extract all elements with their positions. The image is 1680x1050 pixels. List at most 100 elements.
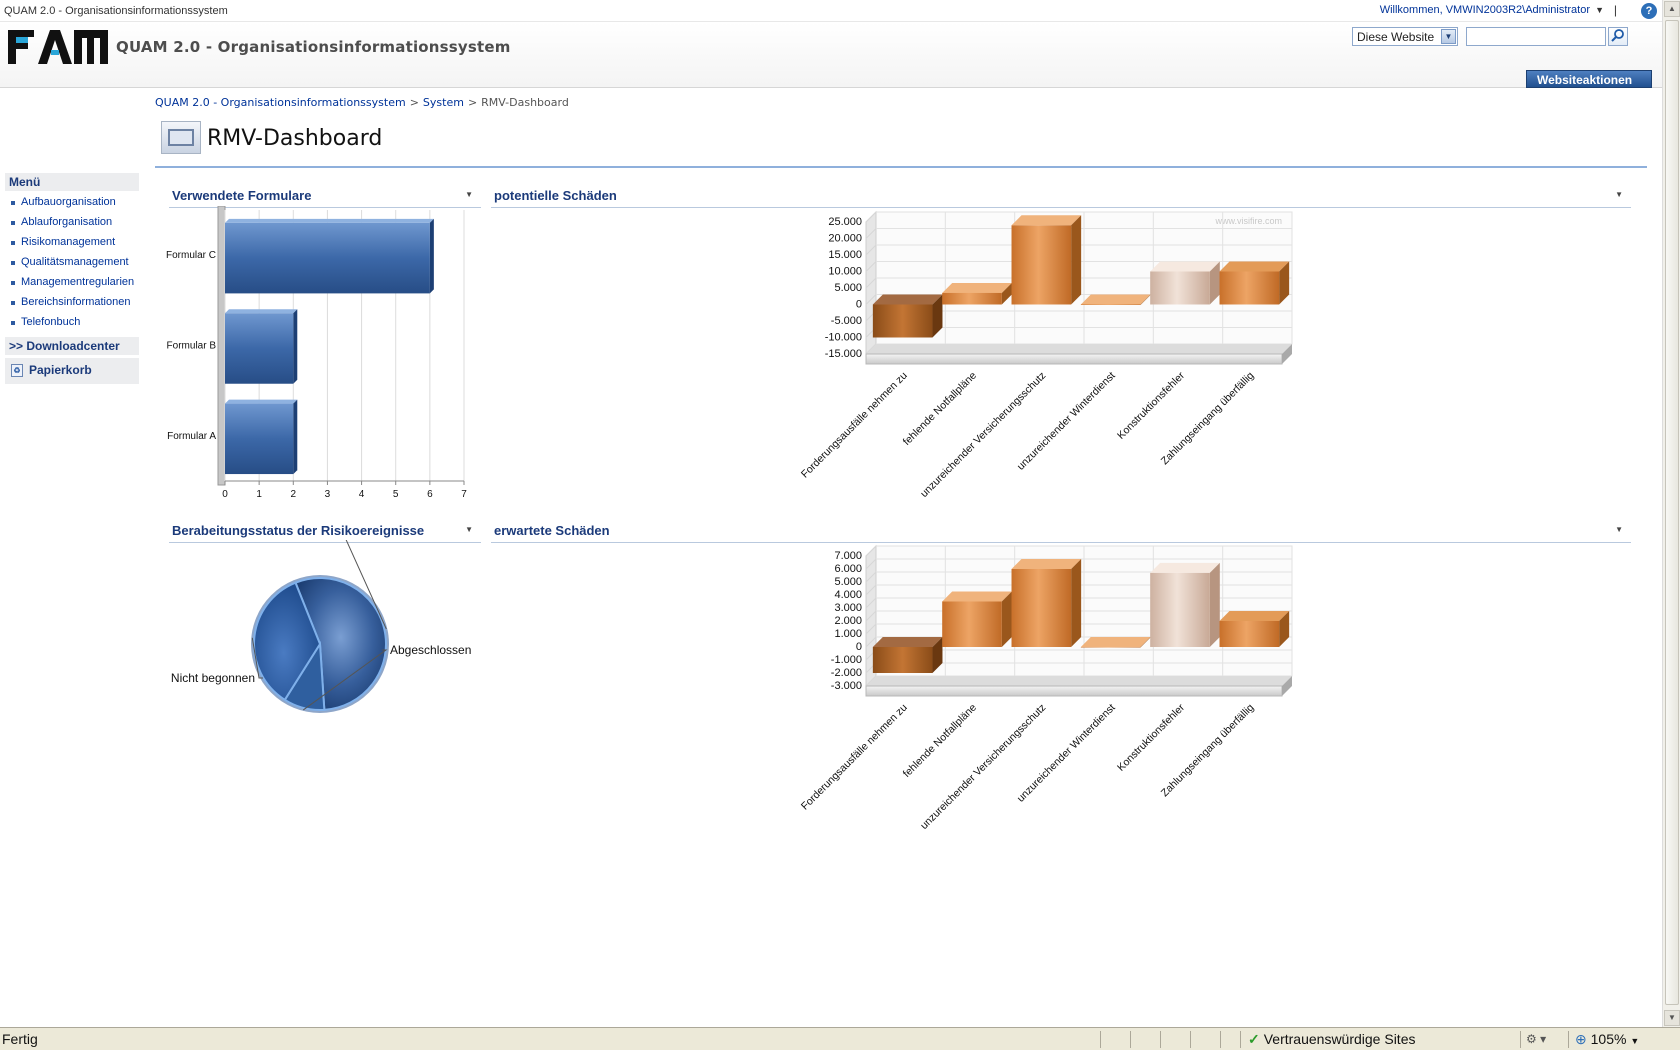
site-actions-label: Websiteaktionen xyxy=(1537,73,1633,87)
breadcrumb-root[interactable]: QUAM 2.0 - Organisationsinformationssyst… xyxy=(155,96,406,109)
x-category-label: Forderungsausfälle nehmen zu xyxy=(799,370,910,481)
y-axis-wall xyxy=(217,206,226,486)
bar-top xyxy=(872,637,943,647)
search-icon[interactable] xyxy=(1608,27,1628,46)
bar-top xyxy=(1080,637,1151,647)
bar-side xyxy=(1001,282,1012,305)
status-divider xyxy=(1160,1031,1161,1048)
security-zone[interactable]: ✓ Vertrauenswürdige Sites xyxy=(1248,1031,1416,1048)
bar xyxy=(942,601,1002,647)
bar xyxy=(1080,647,1141,648)
webpart-menu-icon[interactable]: ▼ xyxy=(1615,525,1623,534)
breadcrumb: QUAM 2.0 - Organisationsinformationssyst… xyxy=(155,96,569,109)
webpart-title[interactable]: potentielle Schäden xyxy=(494,188,617,203)
zoom-control[interactable]: ⊕ 105% ▼ xyxy=(1575,1031,1639,1048)
webpart-title[interactable]: Verwendete Formulare xyxy=(172,188,312,203)
breadcrumb-system[interactable]: System xyxy=(422,96,464,109)
help-icon[interactable]: ? xyxy=(1641,3,1657,19)
recycle-bin-icon: ♻ xyxy=(11,364,23,377)
pie-label: Abgeschlossen xyxy=(390,643,471,657)
fam-logo[interactable] xyxy=(8,26,108,68)
bar-top xyxy=(942,282,1012,293)
floor-front xyxy=(865,353,1283,365)
bar xyxy=(942,292,1002,305)
y-category-label: Formular A xyxy=(167,431,216,442)
y-tick-label: 7.000 xyxy=(834,550,862,562)
pie-leader-line xyxy=(345,540,387,630)
webpart-menu-icon[interactable]: ▼ xyxy=(465,525,473,534)
gridline-side xyxy=(865,597,877,609)
search-scope-select[interactable]: Diese Website ▼ xyxy=(1352,27,1458,46)
nav-item-ablauforganisation[interactable]: Ablauforganisation xyxy=(5,215,139,235)
x-tick-label: 0 xyxy=(222,489,228,500)
site-actions-button[interactable]: Websiteaktionen ▼ xyxy=(1526,70,1652,100)
y-tick-label: -3.000 xyxy=(831,680,862,692)
nav-item-qualitaetsmanagement[interactable]: Qualitätsmanagement xyxy=(5,255,139,275)
protected-mode-icon[interactable]: ⚙ ▾ xyxy=(1526,1032,1547,1046)
webpart-header-formulare: Verwendete Formulare ▼ xyxy=(169,188,481,208)
scroll-down-icon[interactable]: ▼ xyxy=(1664,1010,1680,1026)
webpart-header-potentielle: potentielle Schäden ▼ xyxy=(491,188,1631,208)
nav-item-telefonbuch[interactable]: Telefonbuch xyxy=(5,315,139,335)
zone-label: Vertrauenswürdige Sites xyxy=(1263,1031,1416,1047)
window-title: QUAM 2.0 - Organisationsinformationssyst… xyxy=(4,5,228,17)
breadcrumb-separator: > xyxy=(467,96,478,109)
pie-leader-line xyxy=(302,649,388,711)
welcome-menu[interactable]: Willkommen, VMWIN2003R2\Administrator xyxy=(1379,4,1590,16)
webpart-title[interactable]: Berabeitungsstatus der Risikoereignisse xyxy=(172,523,425,538)
bar-side xyxy=(932,294,943,338)
webpart-menu-icon[interactable]: ▼ xyxy=(1615,190,1623,199)
pie-slice xyxy=(294,577,387,711)
webpart-menu-icon[interactable]: ▼ xyxy=(465,190,473,199)
webpart-title[interactable]: erwartete Schäden xyxy=(494,523,610,538)
nav-item-label: Risikomanagement xyxy=(21,236,116,248)
nav-item-bereichsinformationen[interactable]: Bereichsinformationen xyxy=(5,295,139,315)
gridline-side xyxy=(865,294,877,305)
y-tick-label: 2.000 xyxy=(834,615,862,627)
y-tick-label: 15.000 xyxy=(828,249,862,261)
x-tick-label: 2 xyxy=(291,489,297,500)
y-tick-label: -10.000 xyxy=(825,332,862,344)
webpart-header-status: Berabeitungsstatus der Risikoereignisse … xyxy=(169,523,481,543)
search-input[interactable] xyxy=(1466,27,1606,46)
bar-top xyxy=(1150,261,1220,272)
chart-bearbeitungsstatus: In BearbeitungAbgeschlossenNicht begonne… xyxy=(171,540,471,713)
x-category-label: Konstruktionsfehler xyxy=(1115,701,1187,773)
chart-erwartete-schaeden: 7.0006.0005.0004.0003.0002.0001.0000-1.0… xyxy=(799,544,1293,832)
chart-potentielle-schaeden: www.visifire.com 25.000 20.000 15.000 10.000… xyxy=(799,210,1293,500)
zoom-label: 105% xyxy=(1590,1031,1627,1047)
site-title[interactable]: QUAM 2.0 - Organisationsinformationssyst… xyxy=(116,38,511,56)
bar xyxy=(225,403,294,475)
bar-side xyxy=(1071,559,1082,647)
nav-item-aufbauorganisation[interactable]: Aufbauorganisation xyxy=(5,195,139,215)
bar xyxy=(872,647,933,673)
nav-downloadcenter[interactable]: >> Downloadcenter xyxy=(5,337,139,355)
vertical-scrollbar[interactable]: ▲ ▼ xyxy=(1662,0,1680,1027)
scroll-up-icon[interactable]: ▲ xyxy=(1664,1,1680,17)
nav-item-label: Bereichsinformationen xyxy=(21,296,131,308)
gridline-side xyxy=(865,261,877,272)
gridline-side xyxy=(865,584,877,596)
bar-top xyxy=(1219,261,1290,272)
nav-item-managementregularien[interactable]: Managementregularien xyxy=(5,275,139,295)
pie-label: Nicht begonnen xyxy=(171,671,255,685)
chevron-down-icon[interactable]: ▼ xyxy=(1441,29,1456,44)
gridline-side xyxy=(865,558,877,570)
x-tick-label: 5 xyxy=(393,489,399,500)
bar xyxy=(225,222,430,294)
nav-recycle-bin[interactable]: ♻ Papierkorb xyxy=(5,358,139,384)
nav-item-risikomanagement[interactable]: Risikomanagement xyxy=(5,235,139,255)
bar xyxy=(1219,621,1280,647)
scroll-thumb[interactable] xyxy=(1665,20,1679,1005)
nav-heading-menu[interactable]: Menü xyxy=(5,173,139,191)
checkmark-icon: ✓ xyxy=(1248,1031,1260,1047)
y-tick-label: -15.000 xyxy=(825,348,862,360)
zoom-icon: ⊕ xyxy=(1575,1031,1587,1047)
bar xyxy=(872,304,933,338)
magnifier-icon xyxy=(1611,29,1624,42)
y-tick-label: 0 xyxy=(856,299,862,311)
chevron-down-icon[interactable]: ▼ xyxy=(1595,5,1604,15)
bar-top xyxy=(1219,611,1290,621)
y-tick-label: 20.000 xyxy=(828,233,862,245)
gridline-side xyxy=(865,211,877,223)
